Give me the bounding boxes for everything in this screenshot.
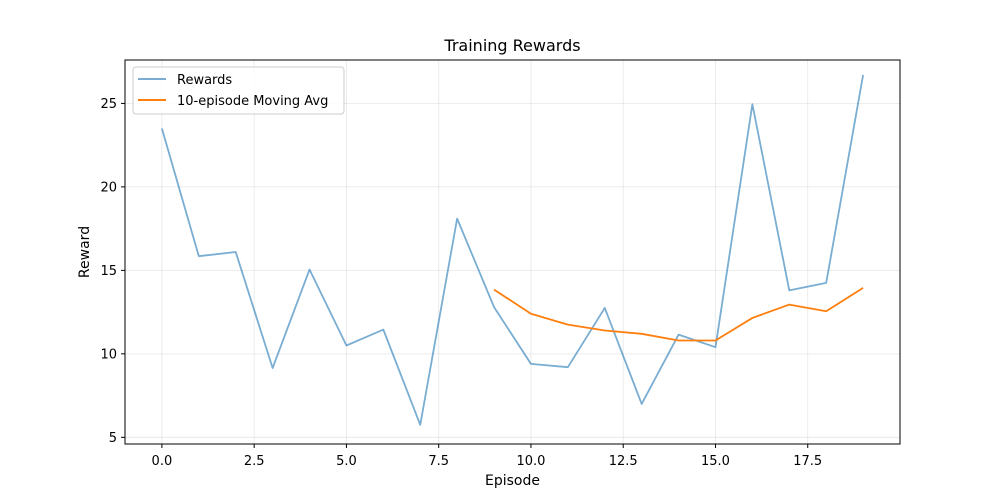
y-tick-label: 5 [109,431,117,446]
y-tick-label: 20 [100,180,117,195]
x-tick-label: 7.5 [428,454,449,469]
legend-label-rewards: Rewards [177,73,232,88]
x-axis-label: Episode [485,473,540,489]
x-tick-label: 0.0 [152,454,173,469]
legend-box [132,66,345,115]
legend-label-moving-avg: 10-episode Moving Avg [177,94,328,109]
y-axis-label: Reward [77,226,93,278]
y-tick-label: 10 [100,347,117,362]
series-line-moving-avg [493,287,864,342]
x-tick-label: 10.0 [516,454,545,469]
x-tick-label: 2.5 [244,454,265,469]
y-tick-label: 15 [100,264,117,279]
legend: Rewards 10-episode Moving Avg [132,66,345,115]
axis-ticks: 0.0 2.5 5.0 7.5 10.0 12.5 15.0 17.5 5 10 15 20 25 [100,97,822,469]
plot-frame [124,59,901,445]
x-tick-label: 12.5 [609,454,638,469]
chart-title: Training Rewards [443,36,580,55]
series-layer [161,74,864,426]
grid [125,60,900,444]
x-tick-label: 5.0 [336,454,357,469]
series-line-rewards [161,74,864,426]
x-tick-label: 15.0 [701,454,730,469]
y-tick-label: 25 [100,97,117,112]
x-tick-label: 17.5 [793,454,822,469]
